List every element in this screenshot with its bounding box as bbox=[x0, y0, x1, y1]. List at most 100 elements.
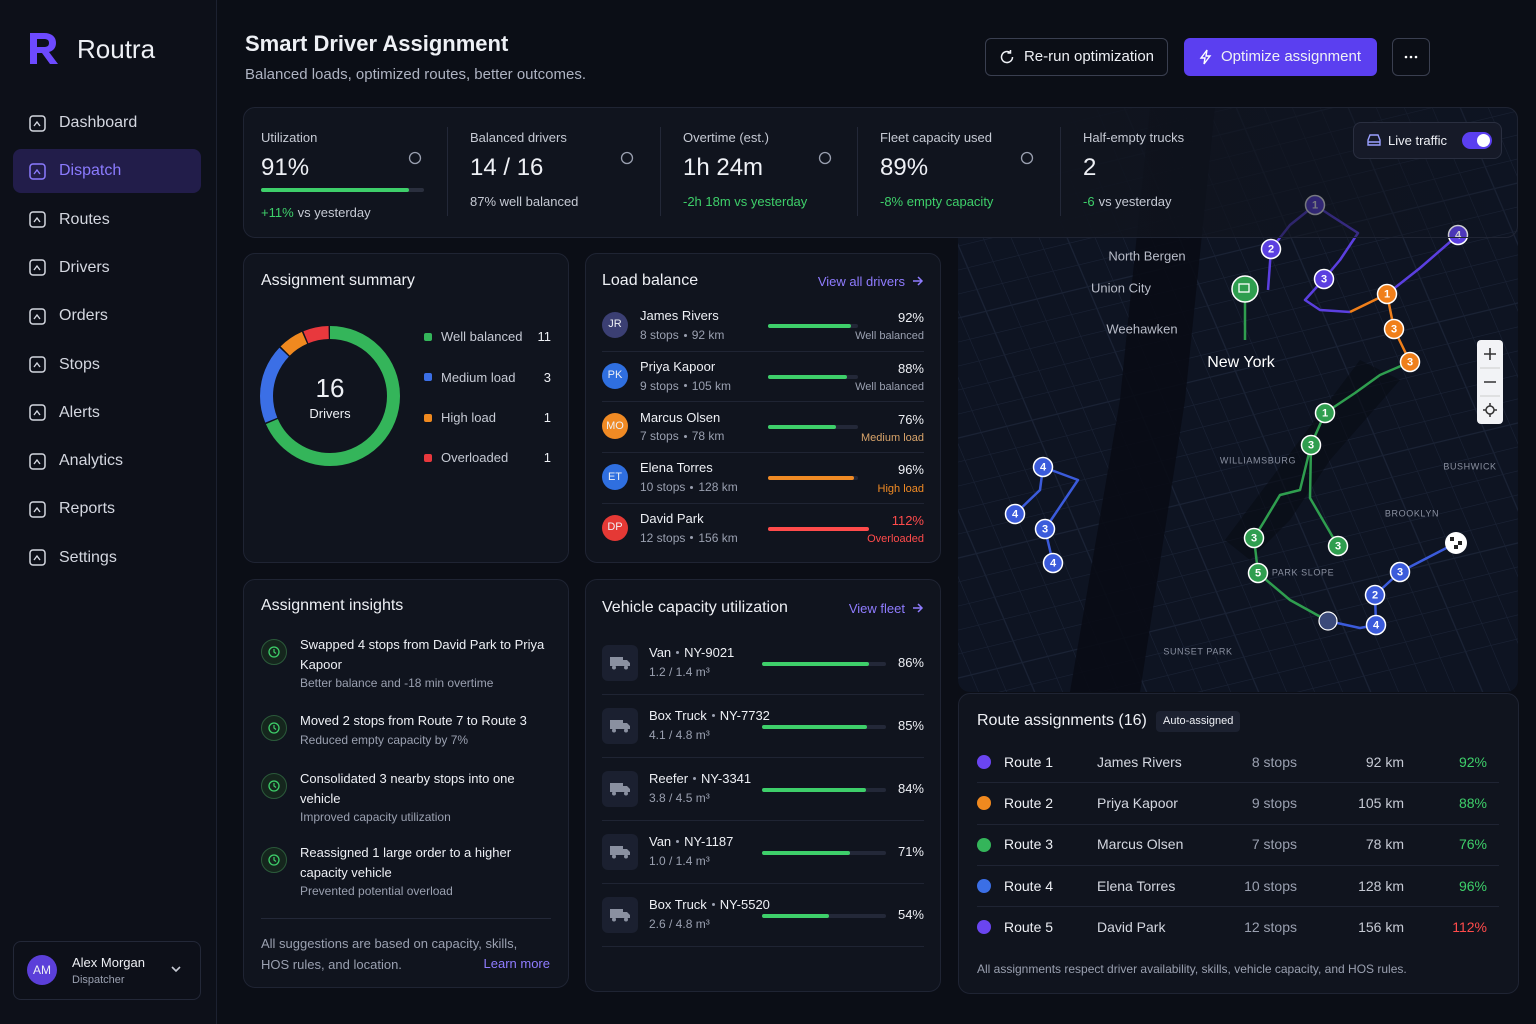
icon-shape bbox=[29, 501, 46, 518]
route-stops: 8 stops bbox=[1251, 753, 1297, 770]
learn-more[interactable]: Learn more bbox=[483, 956, 550, 971]
stop-number: 3 bbox=[1407, 356, 1413, 368]
kpi-value: 89% bbox=[880, 153, 929, 181]
finish-marker[interactable] bbox=[1445, 532, 1467, 554]
divider bbox=[261, 918, 551, 919]
place-label: BUSHWICK bbox=[1443, 461, 1496, 471]
route-stops: 7 stops bbox=[1251, 836, 1297, 853]
truck-marker[interactable] bbox=[1231, 275, 1259, 303]
nav-item[interactable]: Stops bbox=[59, 355, 100, 373]
kpi-divider bbox=[857, 127, 858, 216]
arrow bbox=[913, 276, 924, 286]
donut-segment bbox=[260, 326, 400, 466]
route-name: Route 4 bbox=[1004, 877, 1054, 894]
route-driver: Elena Torres bbox=[1097, 877, 1176, 894]
stop-number: 2 bbox=[1372, 589, 1378, 601]
insight-text: Reassigned 1 large order to a higher cap… bbox=[300, 845, 512, 880]
kpi-note: 87% well balanced bbox=[470, 194, 578, 210]
driver-stops: 10 stops bbox=[640, 480, 686, 495]
load-pct: 96% bbox=[897, 462, 924, 478]
more-button[interactable] bbox=[1392, 38, 1430, 76]
icon-shape bbox=[612, 728, 616, 733]
nav-item[interactable]: Settings bbox=[59, 548, 117, 566]
driver-avatar: ET bbox=[602, 464, 628, 491]
vehicle-type: Van bbox=[649, 834, 672, 849]
load-status: Well balanced bbox=[855, 330, 924, 343]
user-name: Alex Morgan bbox=[72, 955, 145, 970]
row-divider bbox=[602, 401, 924, 403]
util-bar bbox=[762, 662, 869, 666]
nav-item[interactable]: Reports bbox=[59, 500, 116, 518]
route-km: 92 km bbox=[1365, 753, 1404, 770]
chevron[interactable] bbox=[171, 966, 181, 973]
nav-item[interactable]: Alerts bbox=[59, 403, 100, 421]
vehicle-name: Reefer NY-3341 bbox=[649, 771, 751, 787]
stop-marker bbox=[1327, 535, 1349, 557]
summary-card bbox=[243, 253, 569, 563]
card-title: Load balance bbox=[602, 272, 699, 289]
route-km: 78 km bbox=[1365, 836, 1404, 853]
driver-stops: 8 stops bbox=[640, 328, 679, 342]
kpi-note: +11% vs yesterday bbox=[261, 205, 371, 221]
driver-avatar: JR bbox=[602, 312, 628, 338]
route-driver: Marcus Olsen bbox=[1097, 836, 1184, 853]
route-load: 96% bbox=[1458, 877, 1487, 894]
icon-shape bbox=[33, 555, 41, 561]
optimize-button[interactable]: Optimize assignment bbox=[1184, 38, 1377, 76]
load-pct: 92% bbox=[897, 310, 924, 326]
driver-km: 156 km bbox=[698, 530, 738, 545]
nav-item[interactable]: Analytics bbox=[59, 452, 124, 470]
rerun-button[interactable]: Re-run optimization bbox=[985, 38, 1168, 76]
legend-count: 1 bbox=[543, 409, 551, 425]
icon-shape bbox=[610, 657, 630, 666]
route-stops: 12 stops bbox=[1244, 918, 1297, 935]
link[interactable]: View all drivers bbox=[817, 274, 905, 289]
arrow bbox=[913, 603, 924, 613]
stop-marker bbox=[1247, 562, 1269, 584]
kpi-label: Utilization bbox=[261, 130, 318, 146]
truck-icon bbox=[610, 720, 630, 733]
util-pct: 86% bbox=[897, 655, 924, 671]
kpi-icon bbox=[620, 151, 634, 165]
place-label: North Bergen bbox=[1108, 248, 1185, 263]
routes bbox=[1014, 203, 1459, 630]
optimize-label: Optimize assignment bbox=[1220, 48, 1362, 65]
route-km: 156 km bbox=[1358, 918, 1404, 935]
toggle[interactable] bbox=[1462, 132, 1492, 149]
user-card[interactable] bbox=[13, 941, 201, 1000]
route-dot bbox=[977, 755, 991, 769]
street bbox=[958, 302, 1518, 439]
row-divider bbox=[977, 906, 1499, 908]
place-label: BROOKLYN bbox=[1385, 508, 1439, 518]
stop-number: 3 bbox=[1251, 532, 1257, 544]
vehicle-volume: 1.2 / 1.4 m³ bbox=[649, 664, 710, 679]
kpi-delta: +11% bbox=[261, 205, 294, 220]
nav-item[interactable]: Drivers bbox=[59, 258, 110, 276]
nav-item[interactable]: Orders bbox=[59, 307, 108, 325]
separator-dot bbox=[683, 435, 687, 439]
nav-item[interactable]: Dashboard bbox=[59, 114, 138, 131]
nav-item[interactable]: Routes bbox=[59, 210, 110, 228]
legend-swatch bbox=[424, 413, 432, 422]
driver-name: Elena Torres bbox=[640, 460, 713, 476]
clock-icon bbox=[268, 780, 280, 792]
vehicle-volume: 4.1 / 4.8 m³ bbox=[649, 727, 710, 742]
nav-icon bbox=[29, 211, 46, 228]
kpi-delta: -8% empty capacity bbox=[880, 194, 994, 209]
icon-shape bbox=[33, 506, 41, 513]
card-title: Vehicle capacity utilization bbox=[602, 599, 788, 616]
stop-marker bbox=[1376, 283, 1398, 305]
vehicle-name: Van NY-9021 bbox=[649, 645, 734, 661]
link[interactable]: View fleet bbox=[848, 601, 905, 616]
util-pct: 71% bbox=[897, 844, 924, 860]
place-label: SUNSET PARK bbox=[1163, 646, 1232, 656]
vehicle-volume: 1.0 / 1.4 m³ bbox=[649, 853, 710, 868]
truck-glyph bbox=[1238, 283, 1250, 293]
nav-icon bbox=[29, 404, 46, 422]
insight: Swapped 4 stops from David Park to Priya… bbox=[300, 635, 545, 693]
pin-marker[interactable] bbox=[1318, 611, 1338, 631]
nav-icon bbox=[29, 163, 46, 180]
insights-footer: All suggestions are based on capacity, s… bbox=[261, 936, 518, 972]
nav-item[interactable]: Dispatch bbox=[59, 162, 122, 180]
load-status: Overloaded bbox=[867, 533, 924, 546]
